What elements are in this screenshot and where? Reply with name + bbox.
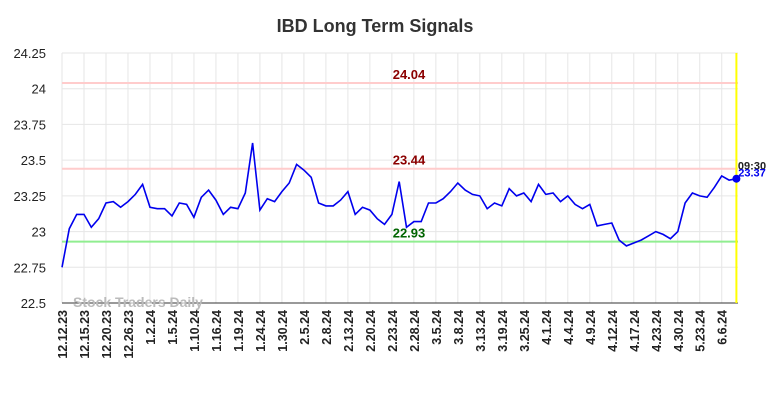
x-tick-label: 4.1.24 <box>540 310 554 345</box>
x-tick-label: 2.8.24 <box>320 310 334 345</box>
x-tick-label: 1.10.24 <box>188 310 202 352</box>
last-point <box>732 174 741 183</box>
x-tick-label: 4.9.24 <box>584 310 598 345</box>
x-tick-label: 12.26.23 <box>122 310 136 359</box>
y-tick-label: 24 <box>32 82 46 97</box>
reference-label: 24.04 <box>393 67 426 82</box>
x-tick-label: 2.23.24 <box>386 310 400 352</box>
x-tick-label: 3.5.24 <box>430 310 444 345</box>
x-tick-label: 5.23.24 <box>694 310 708 352</box>
y-tick-label: 23 <box>32 225 46 240</box>
x-tick-label: 1.19.24 <box>232 310 246 352</box>
x-tick-label: 4.17.24 <box>628 310 642 352</box>
x-tick-label: 6.6.24 <box>716 310 730 345</box>
last-value: 23.37 <box>738 168 766 180</box>
reference-label: 23.44 <box>393 153 426 168</box>
x-tick-label: 3.8.24 <box>452 310 466 345</box>
x-tick-label: 4.23.24 <box>650 310 664 352</box>
x-tick-label: 1.5.24 <box>166 310 180 345</box>
x-tick-label: 2.20.24 <box>364 310 378 352</box>
series-line <box>61 142 737 268</box>
x-tick-label: 1.30.24 <box>276 310 290 352</box>
x-tick-label: 12.15.23 <box>78 310 92 359</box>
x-tick-label: 2.5.24 <box>298 310 312 345</box>
x-tick-label: 1.24.24 <box>254 310 268 352</box>
x-tick-label: 3.13.24 <box>474 310 488 352</box>
x-tick-label: 12.12.23 <box>56 310 70 359</box>
y-tick-label: 23.5 <box>21 153 46 168</box>
y-tick-label: 23.25 <box>13 189 46 204</box>
x-tick-label: 2.28.24 <box>408 310 422 352</box>
x-tick-label: 4.12.24 <box>606 310 620 352</box>
x-tick-label: 3.25.24 <box>518 310 532 352</box>
last-time: 09:30 <box>738 161 766 173</box>
y-tick-label: 22.75 <box>13 260 46 275</box>
x-tick-label: 1.2.24 <box>144 310 158 345</box>
x-tick-label: 12.20.23 <box>100 310 114 359</box>
y-tick-label: 23.75 <box>13 117 46 132</box>
y-tick-label: 22.5 <box>21 296 46 311</box>
x-tick-label: 3.19.24 <box>496 310 510 352</box>
x-tick-label: 2.13.24 <box>342 310 356 352</box>
x-tick-label: 1.16.24 <box>210 310 224 352</box>
reference-label: 22.93 <box>393 226 426 241</box>
x-tick-label: 4.30.24 <box>672 310 686 352</box>
watermark: Stock Traders Daily <box>73 294 203 310</box>
x-tick-label: 4.4.24 <box>562 310 576 345</box>
chart-title: IBD Long Term Signals <box>277 16 474 36</box>
y-tick-label: 24.25 <box>13 46 46 61</box>
